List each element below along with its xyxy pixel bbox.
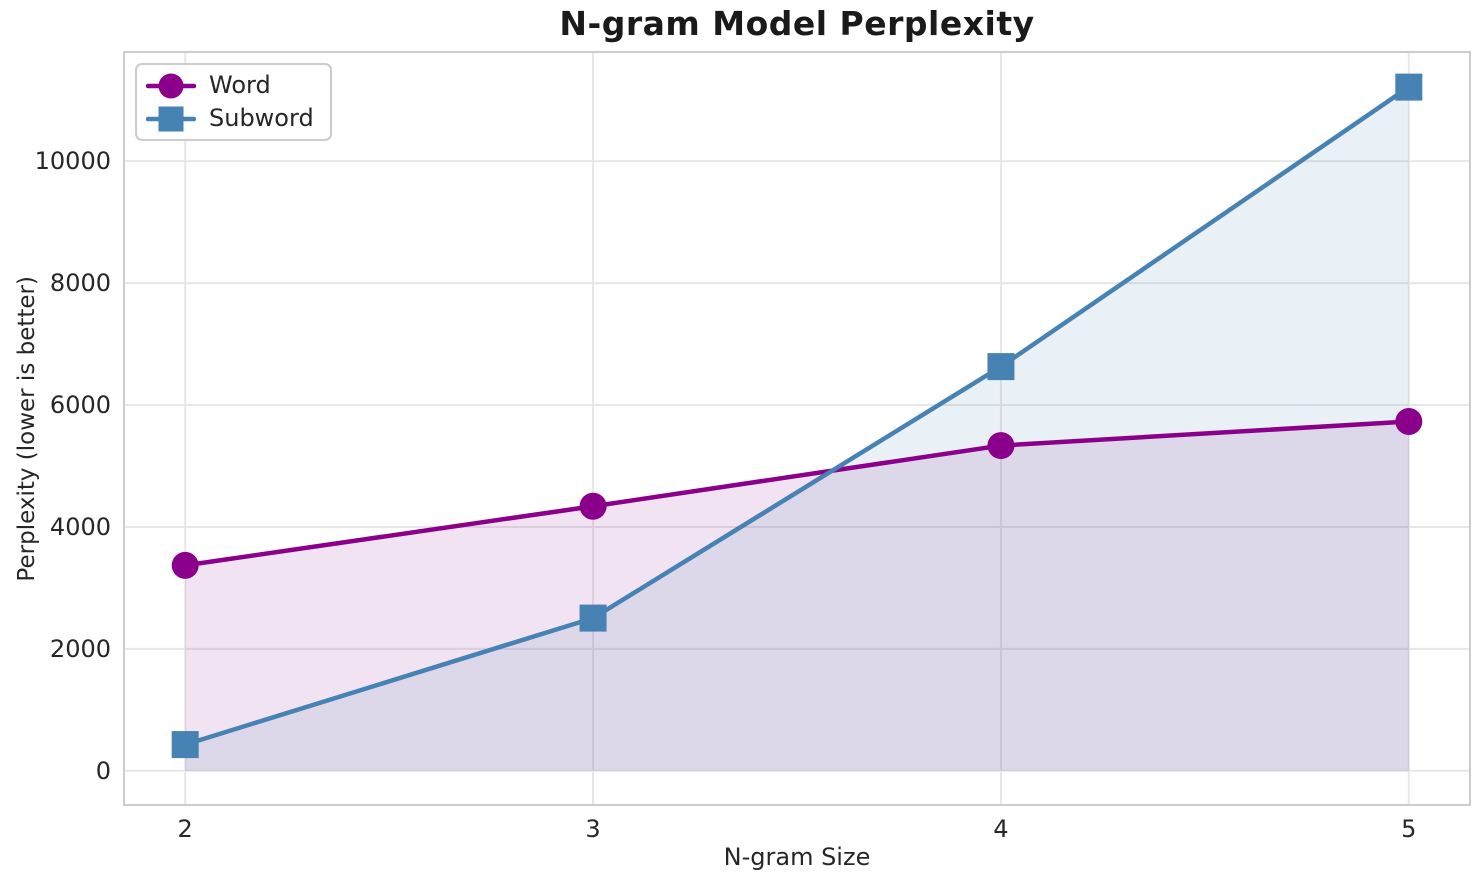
- legend-label-subword: Subword: [209, 104, 314, 132]
- marker-word: [579, 492, 607, 520]
- subword-line-square-marker-icon: [146, 106, 196, 131]
- marker-subword: [1395, 73, 1423, 101]
- marker-word: [987, 432, 1015, 460]
- marker-subword: [987, 353, 1015, 381]
- x-tick-label: 5: [1401, 815, 1416, 843]
- y-tick-label: 4000: [50, 513, 111, 541]
- area-subword: [185, 87, 1409, 771]
- x-tick-label: 3: [585, 815, 600, 843]
- marker-subword: [171, 731, 199, 759]
- line-subword: [182, 84, 1412, 747]
- chart-title: N-gram Model Perplexity: [559, 4, 1035, 43]
- legend-item-word: Word: [146, 70, 314, 101]
- y-tick-label: 2000: [50, 635, 111, 663]
- marker-word: [171, 551, 199, 579]
- plot-border: [123, 51, 1471, 806]
- legend-marker-word: [158, 73, 184, 98]
- legend-marker-subword: [158, 106, 184, 131]
- y-axis-label-wrap: Perplexity (lower is better): [12, 52, 42, 805]
- legend-label-word: Word: [209, 71, 271, 99]
- legend: Word Subword: [135, 63, 332, 141]
- legend-item-subword: Subword: [146, 103, 314, 134]
- x-tick-label: 4: [993, 815, 1008, 843]
- y-tick-label: 10000: [35, 147, 111, 175]
- marker-subword: [579, 604, 607, 632]
- word-line-circle-marker-icon: [146, 73, 196, 98]
- x-tick-label: 2: [178, 815, 193, 843]
- y-tick-label: 0: [96, 757, 111, 785]
- area-word: [185, 421, 1409, 771]
- y-tick-label: 8000: [50, 269, 111, 297]
- marker-word: [1395, 407, 1423, 435]
- y-tick-label: 6000: [50, 391, 111, 419]
- x-axis-label: N-gram Size: [723, 843, 871, 871]
- y-axis-label: Perplexity (lower is better): [14, 275, 40, 582]
- line-word: [182, 419, 1412, 568]
